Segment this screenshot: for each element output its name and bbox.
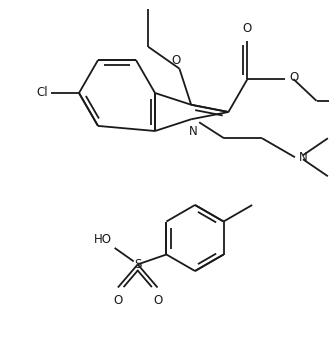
- Text: O: O: [172, 54, 181, 67]
- Text: O: O: [243, 22, 252, 35]
- Text: N: N: [189, 125, 197, 138]
- Text: O: O: [290, 71, 299, 84]
- Text: O: O: [113, 294, 122, 307]
- Text: HO: HO: [94, 233, 112, 246]
- Text: S: S: [134, 258, 141, 271]
- Text: O: O: [153, 294, 162, 307]
- Text: N: N: [299, 151, 308, 164]
- Text: Cl: Cl: [37, 86, 48, 99]
